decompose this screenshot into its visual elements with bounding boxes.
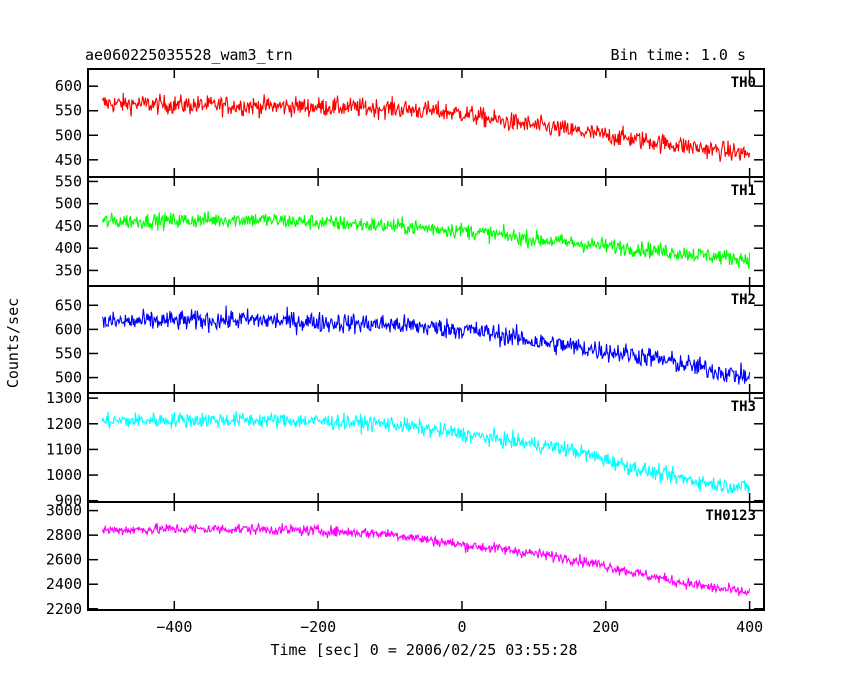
y-tick-label-th0123: 2600 bbox=[46, 551, 82, 569]
y-tick-label-th0123: 3000 bbox=[46, 502, 82, 520]
series-line-th0123 bbox=[101, 522, 751, 597]
y-axis-title: Counts/sec bbox=[4, 298, 22, 388]
y-tick-label-th0: 550 bbox=[55, 102, 82, 120]
y-tick-label-th1: 450 bbox=[55, 217, 82, 235]
series-line-th0 bbox=[101, 92, 751, 162]
y-tick-label-th0123: 2200 bbox=[46, 600, 82, 618]
y-tick-label-th0123: 2800 bbox=[46, 526, 82, 544]
series-line-th1 bbox=[101, 211, 751, 270]
panel-label-th0: TH0 bbox=[731, 75, 756, 91]
panel-frame-th0 bbox=[87, 68, 765, 178]
x-tick-label: −200 bbox=[300, 618, 336, 636]
panel-frame-th0123 bbox=[87, 501, 765, 611]
series-line-th3 bbox=[101, 411, 751, 495]
y-tick-label-th3: 900 bbox=[55, 492, 82, 510]
y-tick-label-th3: 1200 bbox=[46, 415, 82, 433]
x-tick-label: 400 bbox=[736, 618, 763, 636]
panel-label-th0123: TH0123 bbox=[705, 508, 756, 524]
y-tick-label-th0: 450 bbox=[55, 151, 82, 169]
y-tick-label-th0123: 2400 bbox=[46, 575, 82, 593]
panel-label-th2: TH2 bbox=[731, 292, 756, 308]
y-tick-label-th3: 1100 bbox=[46, 440, 82, 458]
y-tick-label-th2: 600 bbox=[55, 320, 82, 338]
x-tick-label: 200 bbox=[592, 618, 619, 636]
x-tick-label: 0 bbox=[457, 618, 466, 636]
y-tick-label-th1: 350 bbox=[55, 261, 82, 279]
panels-group: TH0 450 500 550 600 TH1 350 400 450 500 550 TH2 500 5… bbox=[46, 68, 765, 636]
y-tick-label-th1: 550 bbox=[55, 172, 82, 190]
y-tick-label-th3: 1000 bbox=[46, 466, 82, 484]
y-tick-label-th1: 500 bbox=[55, 195, 82, 213]
y-tick-label-th0: 600 bbox=[55, 77, 82, 95]
bin-time-label: Bin time: 1.0 s bbox=[611, 46, 746, 64]
y-tick-label-th0: 500 bbox=[55, 126, 82, 144]
x-tick-label: −400 bbox=[156, 618, 192, 636]
panel-label-th1: TH1 bbox=[731, 183, 756, 199]
y-tick-label-th2: 500 bbox=[55, 369, 82, 387]
panel-frame-th1 bbox=[87, 176, 765, 287]
chart-title: ae060225035528_wam3_trn bbox=[85, 46, 293, 64]
y-tick-label-th2: 550 bbox=[55, 344, 82, 362]
series-line-th2 bbox=[101, 305, 751, 385]
y-tick-label-th3: 1300 bbox=[46, 389, 82, 407]
panel-frame-th3 bbox=[87, 392, 765, 503]
panel-label-th3: TH3 bbox=[731, 399, 756, 415]
y-tick-label-th2: 650 bbox=[55, 296, 82, 314]
x-axis-title: Time [sec] 0 = 2006/02/25 03:55:28 bbox=[270, 641, 577, 659]
panel-frame-th2 bbox=[87, 285, 765, 394]
y-tick-label-th1: 400 bbox=[55, 239, 82, 257]
